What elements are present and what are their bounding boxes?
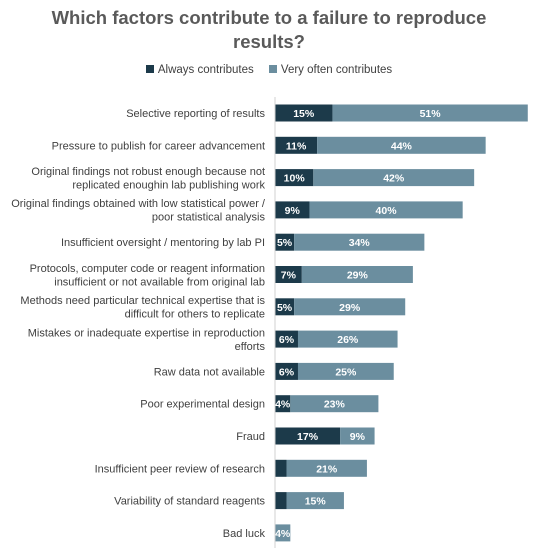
- category-label: Original findings not robust enough beca…: [31, 166, 265, 192]
- bar-segment-always: [275, 395, 291, 413]
- data-label: 6%: [279, 334, 295, 346]
- bar-segment-very-often: [297, 330, 398, 348]
- category-label: Mistakes or inadequate expertise in repr…: [28, 327, 266, 353]
- legend-item-very-often: Very often contributes: [268, 64, 393, 76]
- bar-segment-always: [275, 233, 295, 251]
- data-label: 29%: [347, 270, 369, 282]
- category-label: Variability of standard reagents: [114, 496, 265, 508]
- category-label: Selective reporting of results: [126, 108, 265, 120]
- chart-legend: Always contributes Very often contribute…: [0, 64, 538, 76]
- category-label: Insufficient oversight / mentoring by la…: [61, 237, 265, 249]
- data-label: 5%: [277, 302, 293, 314]
- legend-label-very-often: Very often contributes: [280, 64, 393, 76]
- category-label: Methods need particular technical expert…: [20, 295, 265, 321]
- data-label: 17%: [297, 431, 319, 443]
- bar-segment-very-often: [286, 459, 367, 477]
- data-label: 9%: [350, 431, 366, 443]
- category-label: Insufficient peer review of research: [95, 463, 265, 475]
- legend-swatch-always: [145, 64, 154, 73]
- bar-segment-always: [275, 427, 341, 445]
- bar-segment-always: [275, 104, 333, 122]
- bar-segment-always: [275, 492, 287, 510]
- bar-segment-very-often: [294, 233, 425, 251]
- data-label: 15%: [293, 108, 315, 120]
- data-label: 42%: [383, 173, 405, 185]
- category-label: Bad luck: [223, 528, 266, 540]
- bar-segment-very-often: [290, 395, 379, 413]
- bar-segment-very-often: [313, 169, 475, 187]
- data-label: 10%: [284, 173, 306, 185]
- data-label: 7%: [281, 270, 297, 282]
- category-label: Poor experimental design: [140, 399, 265, 411]
- bar-segment-very-often: [309, 201, 463, 219]
- bar-segment-always: [275, 298, 295, 316]
- data-label: 40%: [376, 205, 398, 217]
- data-label: 26%: [337, 334, 359, 346]
- category-label: Raw data not available: [154, 366, 265, 378]
- chart-title: Which factors contribute to a failure to…: [40, 6, 498, 54]
- data-label: 25%: [335, 366, 357, 378]
- legend-label-always: Always contributes: [157, 64, 254, 76]
- chart-title-line-1: Which factors contribute to a failure to…: [51, 7, 487, 28]
- category-label: Protocols, computer code or reagent info…: [30, 263, 265, 289]
- category-label: Original findings obtained with low stat…: [11, 198, 266, 224]
- chart-title-line-2: results?: [233, 31, 305, 52]
- data-label: 29%: [339, 302, 361, 314]
- bar-segment-always: [275, 362, 298, 380]
- data-label: 21%: [316, 463, 338, 475]
- bar-segment-very-often: [294, 298, 406, 316]
- data-label: 51%: [420, 108, 442, 120]
- data-label: 11%: [286, 140, 307, 152]
- bar-segment-very-often: [297, 362, 394, 380]
- data-label: 4%: [275, 528, 291, 540]
- data-label: 6%: [279, 366, 295, 378]
- bar-segment-very-often: [332, 104, 528, 122]
- bar-segment-always: [275, 169, 314, 187]
- bar-segment-very-often: [275, 524, 291, 542]
- bar-segment-very-often: [301, 266, 413, 283]
- data-label: 23%: [324, 399, 346, 411]
- category-label: Fraud: [236, 431, 265, 443]
- bar-segment-always: [275, 330, 298, 348]
- bar-segment-always: [275, 459, 287, 477]
- data-label: 5%: [277, 237, 293, 249]
- data-label: 34%: [349, 237, 371, 249]
- bar-segment-always: [275, 136, 318, 154]
- data-label: 15%: [305, 496, 327, 508]
- data-label: 9%: [285, 205, 301, 217]
- bar-segment-very-often: [340, 427, 375, 445]
- bar-segment-always: [275, 266, 302, 283]
- legend-item-always: Always contributes: [145, 64, 254, 76]
- data-label: 44%: [391, 140, 413, 152]
- bar-segment-very-often: [317, 136, 486, 154]
- data-label: 4%: [275, 399, 291, 411]
- category-label: Pressure to publish for career advanceme…: [52, 140, 265, 152]
- legend-swatch-very-often: [268, 64, 277, 73]
- bar-segment-always: [275, 201, 310, 219]
- bar-segment-very-often: [286, 492, 344, 510]
